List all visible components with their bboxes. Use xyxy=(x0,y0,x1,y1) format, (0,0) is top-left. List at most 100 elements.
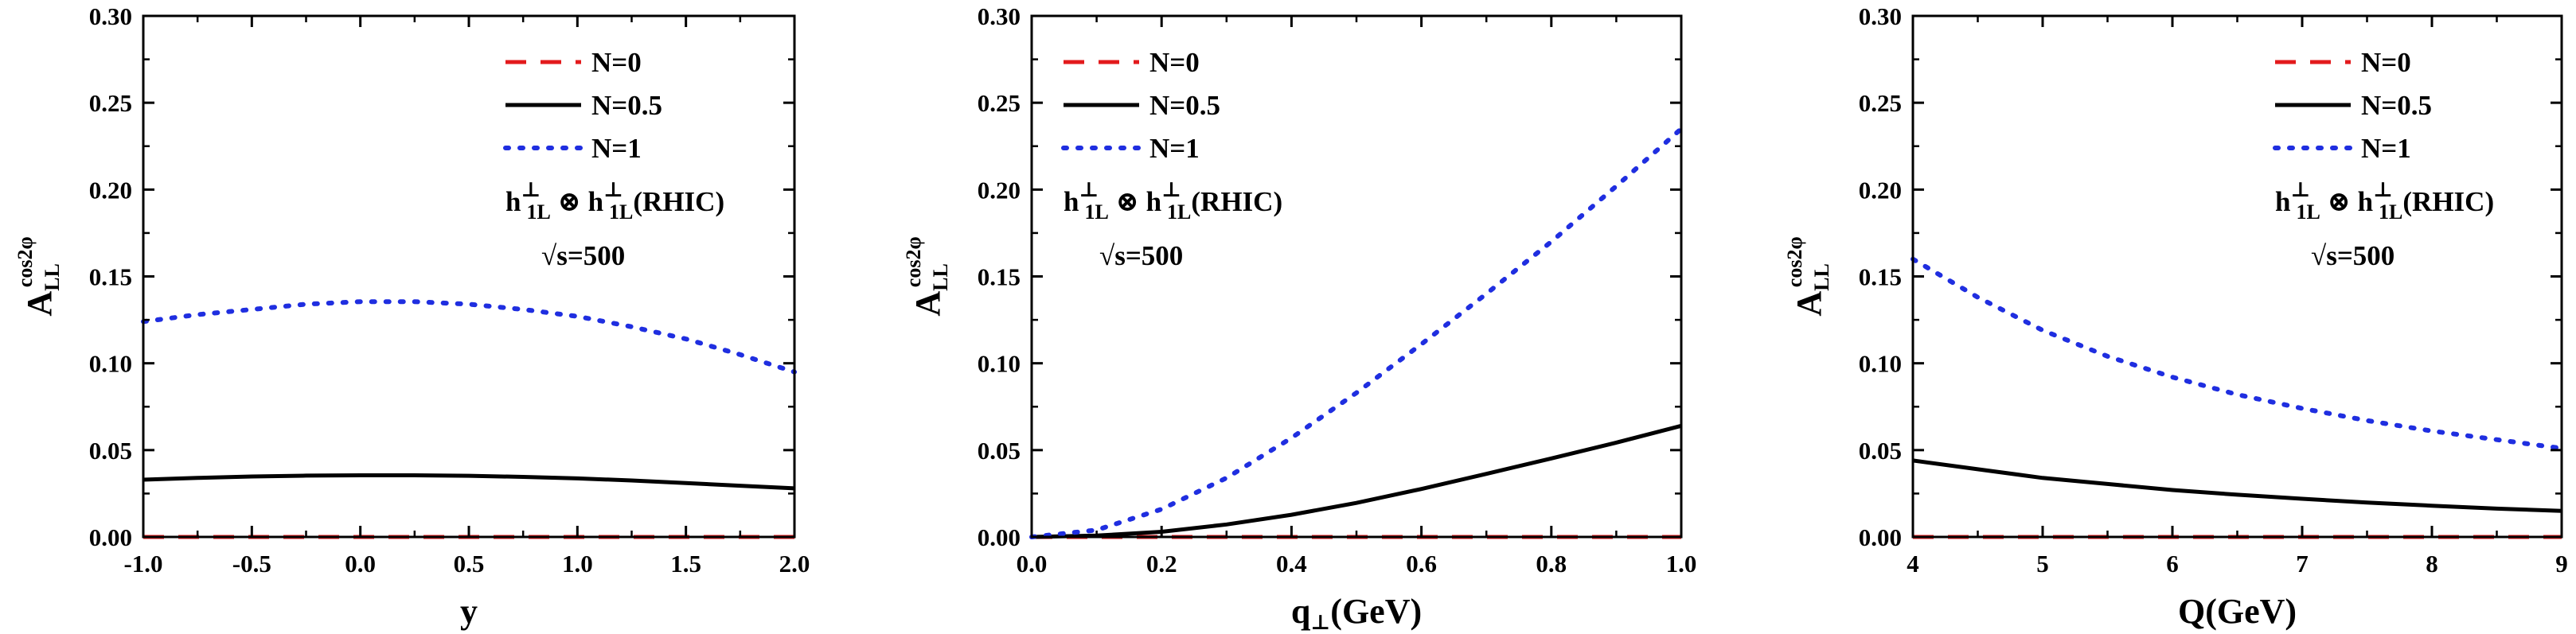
ann-sup-2: ⊥ xyxy=(2373,178,2393,201)
ann-sup-2: ⊥ xyxy=(1161,178,1181,201)
y-axis-label-sup: cos2φ xyxy=(1783,236,1806,287)
y-tick-label: 0.30 xyxy=(1859,2,1902,30)
y-axis-title: ALLcos2φ xyxy=(1783,236,1833,316)
x-tick-label: -0.5 xyxy=(232,550,271,578)
y-tick-label: 0.10 xyxy=(1859,350,1902,378)
ann-sub-1: 1L xyxy=(2296,200,2320,224)
annotation-energy: √s=500 xyxy=(541,240,625,271)
x-tick-label: 1.5 xyxy=(670,550,701,578)
chart-panel-2: 0.00 0.05 0.10 0.15 0.20 0.25 0.30 0.0 0.2 0.4 0.6… xyxy=(902,2,1696,634)
x-tick-label: 6 xyxy=(2166,550,2179,578)
y-tick-label: 0.25 xyxy=(89,89,132,117)
y-axis-label: ALLcos2φ xyxy=(14,236,64,316)
ann-sub-2: 1L xyxy=(2379,200,2402,224)
legend-label: N=0.5 xyxy=(1149,90,1220,121)
legend-label: N=1 xyxy=(1149,133,1200,164)
x-tick-label: 1.0 xyxy=(562,550,593,578)
ann-sub-1: 1L xyxy=(1084,200,1108,224)
x-tick-label: 5 xyxy=(2036,550,2049,578)
x-tick-label: 4 xyxy=(1907,550,1919,578)
series-line-n-0-5 xyxy=(1031,423,1682,539)
annotation-formula: h⊥ 1L ⊗ h⊥ 1L(RHIC) xyxy=(2275,178,2494,224)
ann-func-2: h xyxy=(588,186,603,217)
annotation-formula: h⊥ 1L ⊗ h⊥ 1L(RHIC) xyxy=(1064,178,1282,224)
ann-sup-1: ⊥ xyxy=(1079,178,1099,201)
legend: N=0 N=0.5 N=1 xyxy=(503,47,662,164)
plot-frame xyxy=(1030,14,1683,539)
ann-func-1: h xyxy=(2275,186,2290,217)
y-axis-title: ALLcos2φ xyxy=(14,236,64,316)
y-tick-label: 0.30 xyxy=(89,2,132,30)
plot-frame xyxy=(142,14,796,539)
y-axis-label-base: A xyxy=(908,291,947,317)
legend-label: N=0.5 xyxy=(591,90,662,121)
legend-label: N=1 xyxy=(2361,133,2411,164)
y-tick-label: 0.15 xyxy=(89,263,132,291)
legend-label: N=0 xyxy=(1149,47,1200,78)
x-axis-title: Q(GeV) xyxy=(2178,592,2297,631)
annotation: h⊥ 1L ⊗ h⊥ 1L(RHIC) √s=500 xyxy=(2275,178,2494,271)
ann-sup-2: ⊥ xyxy=(603,178,623,201)
x-axis-label-suffix: (GeV) xyxy=(1330,592,1422,631)
x-axis-label-base: q xyxy=(1291,592,1311,631)
y-tick-label: 0.25 xyxy=(978,89,1021,117)
ann-sup-1: ⊥ xyxy=(521,178,541,201)
y-axis-label: ALLcos2φ xyxy=(902,236,952,316)
annotation-energy: √s=500 xyxy=(2311,240,2395,271)
y-tick-label: 0.00 xyxy=(1859,523,1902,551)
series-line-n-1 xyxy=(1911,256,2564,451)
x-axis-title: q⊥(GeV) xyxy=(1291,592,1422,634)
ann-sub-2: 1L xyxy=(1167,200,1191,224)
x-tick-label: 1.0 xyxy=(1666,550,1697,578)
y-axis-label: ALLcos2φ xyxy=(1783,236,1833,316)
y-axis-label-sub: LL xyxy=(41,263,64,291)
y-tick-label: 0.05 xyxy=(1859,437,1902,465)
x-tick-label: 0.8 xyxy=(1536,550,1567,578)
y-axis-title: ALLcos2φ xyxy=(902,236,952,316)
ann-otimes: ⊗ xyxy=(551,186,588,217)
chart-panel-1: 0.00 0.05 0.10 0.15 0.20 0.25 0.30 -1.0 -0.5 0.0 0… xyxy=(14,2,810,631)
y-tick-label: 0.15 xyxy=(978,263,1021,291)
ann-sub-1: 1L xyxy=(526,200,550,224)
legend: N=0 N=0.5 N=1 xyxy=(1061,47,1220,164)
ann-func-1: h xyxy=(505,186,521,217)
y-axis-label-sub: LL xyxy=(929,263,952,291)
y-tick-label: 0.10 xyxy=(978,350,1021,378)
series-line-n-1 xyxy=(141,299,797,375)
y-tick-label: 0.25 xyxy=(1859,89,1902,117)
annotation-energy: √s=500 xyxy=(1099,240,1183,271)
y-axis-label-sup: cos2φ xyxy=(14,236,37,287)
ann-func-2: h xyxy=(2358,186,2373,217)
legend: N=0 N=0.5 N=1 xyxy=(2273,47,2432,164)
x-tick-label: -1.0 xyxy=(123,550,162,578)
x-tick-label: 0.2 xyxy=(1146,550,1177,578)
x-tick-label: 7 xyxy=(2296,550,2309,578)
y-tick-label: 0.05 xyxy=(89,437,132,465)
x-axis-label-sub: ⊥ xyxy=(1310,611,1330,634)
x-tick-label: 0.4 xyxy=(1276,550,1307,578)
series-line-n-0-5 xyxy=(1912,458,2562,513)
x-tick-label: 0.0 xyxy=(345,550,376,578)
y-axis-label-base: A xyxy=(20,291,59,317)
ann-sup-1: ⊥ xyxy=(2290,178,2310,201)
ann-otimes: ⊗ xyxy=(1109,186,1146,217)
legend-label: N=1 xyxy=(591,133,642,164)
x-tick-label: 0.6 xyxy=(1406,550,1437,578)
y-axis-label-sup: cos2φ xyxy=(902,236,925,287)
ann-sub-2: 1L xyxy=(609,200,633,224)
y-axis-label-sub: LL xyxy=(1810,263,1833,291)
ann-suffix: (RHIC) xyxy=(1191,186,1282,217)
y-tick-label: 0.00 xyxy=(89,523,132,551)
ann-suffix: (RHIC) xyxy=(633,186,724,217)
x-tick-label: 0.0 xyxy=(1017,550,1048,578)
x-tick-label: 8 xyxy=(2426,550,2438,578)
y-tick-label: 0.15 xyxy=(1859,263,1902,291)
plot-frame xyxy=(1911,14,2563,539)
series-line-n-1 xyxy=(1029,126,1684,539)
y-tick-label: 0.30 xyxy=(978,2,1021,30)
y-axis-label-base: A xyxy=(1790,291,1829,317)
x-tick-label: 9 xyxy=(2555,550,2568,578)
annotation: h⊥ 1L ⊗ h⊥ 1L(RHIC) √s=500 xyxy=(1064,178,1282,271)
chart-panel-3: 0.00 0.05 0.10 0.15 0.20 0.25 0.30 4 5 6 7 8 9 Q(GeV)… xyxy=(1783,2,2568,631)
